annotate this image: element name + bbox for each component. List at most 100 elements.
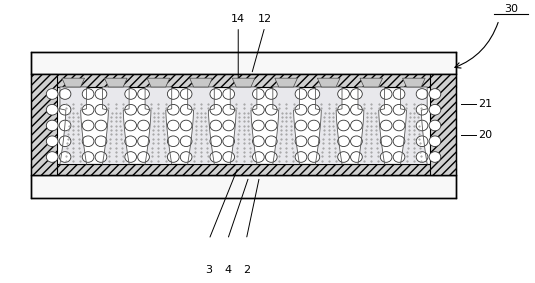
Ellipse shape (308, 120, 320, 131)
Ellipse shape (429, 136, 441, 147)
Polygon shape (145, 87, 172, 164)
Ellipse shape (47, 104, 58, 115)
Polygon shape (360, 78, 383, 87)
Ellipse shape (167, 152, 179, 162)
Ellipse shape (95, 104, 107, 115)
Ellipse shape (180, 152, 192, 162)
Ellipse shape (350, 120, 362, 131)
Ellipse shape (180, 89, 192, 99)
Ellipse shape (393, 89, 405, 99)
Ellipse shape (59, 120, 71, 131)
Bar (30, 74, 57, 175)
Ellipse shape (47, 89, 58, 99)
Ellipse shape (82, 120, 94, 131)
Ellipse shape (265, 120, 277, 131)
Ellipse shape (59, 89, 71, 99)
Ellipse shape (253, 152, 264, 162)
Ellipse shape (137, 89, 149, 99)
Ellipse shape (223, 104, 234, 115)
Text: 2: 2 (243, 265, 250, 275)
Ellipse shape (308, 104, 320, 115)
Polygon shape (60, 87, 87, 164)
Text: 4: 4 (224, 265, 231, 275)
Ellipse shape (59, 136, 71, 147)
Ellipse shape (223, 89, 234, 99)
Ellipse shape (429, 120, 441, 131)
Ellipse shape (180, 104, 192, 115)
Polygon shape (358, 87, 385, 164)
Ellipse shape (416, 120, 428, 131)
Polygon shape (190, 78, 212, 87)
Polygon shape (104, 78, 127, 87)
Polygon shape (317, 78, 340, 87)
Text: 3: 3 (205, 265, 212, 275)
Ellipse shape (338, 104, 349, 115)
Ellipse shape (295, 152, 307, 162)
Bar (30, 52, 456, 74)
Ellipse shape (253, 120, 264, 131)
Ellipse shape (393, 120, 405, 131)
Ellipse shape (82, 104, 94, 115)
Polygon shape (316, 87, 342, 164)
Ellipse shape (265, 89, 277, 99)
Ellipse shape (253, 104, 264, 115)
Ellipse shape (167, 89, 179, 99)
Ellipse shape (210, 104, 221, 115)
Ellipse shape (223, 120, 234, 131)
Ellipse shape (47, 136, 58, 147)
Ellipse shape (180, 136, 192, 147)
Text: 30: 30 (505, 4, 518, 14)
Ellipse shape (308, 136, 320, 147)
Ellipse shape (95, 120, 107, 131)
Polygon shape (401, 87, 427, 164)
Ellipse shape (59, 104, 71, 115)
Ellipse shape (429, 104, 441, 115)
Polygon shape (230, 87, 257, 164)
Ellipse shape (416, 89, 428, 99)
Bar (30, 164, 456, 175)
Ellipse shape (338, 152, 349, 162)
Ellipse shape (265, 152, 277, 162)
Ellipse shape (416, 136, 428, 147)
Ellipse shape (125, 120, 136, 131)
Ellipse shape (210, 136, 221, 147)
Ellipse shape (380, 120, 392, 131)
Ellipse shape (350, 152, 362, 162)
Ellipse shape (295, 136, 307, 147)
Text: 20: 20 (478, 130, 492, 140)
Bar (30, 87, 456, 164)
Ellipse shape (82, 136, 94, 147)
Ellipse shape (59, 152, 71, 162)
Ellipse shape (180, 120, 192, 131)
Ellipse shape (338, 89, 349, 99)
Ellipse shape (308, 152, 320, 162)
Ellipse shape (265, 136, 277, 147)
Ellipse shape (380, 152, 392, 162)
Text: 12: 12 (258, 14, 272, 24)
Ellipse shape (82, 152, 94, 162)
Ellipse shape (380, 89, 392, 99)
Ellipse shape (380, 136, 392, 147)
Ellipse shape (350, 136, 362, 147)
Ellipse shape (210, 120, 221, 131)
Ellipse shape (167, 120, 179, 131)
Ellipse shape (253, 89, 264, 99)
Ellipse shape (393, 104, 405, 115)
Polygon shape (402, 78, 425, 87)
Ellipse shape (338, 136, 349, 147)
Ellipse shape (253, 136, 264, 147)
Polygon shape (275, 78, 297, 87)
Polygon shape (62, 78, 85, 87)
Ellipse shape (295, 104, 307, 115)
Ellipse shape (167, 136, 179, 147)
Bar (430, 74, 456, 175)
Bar (30, 175, 456, 198)
Ellipse shape (125, 104, 136, 115)
Ellipse shape (338, 120, 349, 131)
Ellipse shape (137, 104, 149, 115)
Polygon shape (188, 87, 215, 164)
Polygon shape (103, 87, 129, 164)
Ellipse shape (416, 152, 428, 162)
Ellipse shape (47, 120, 58, 131)
Bar (30, 74, 456, 87)
